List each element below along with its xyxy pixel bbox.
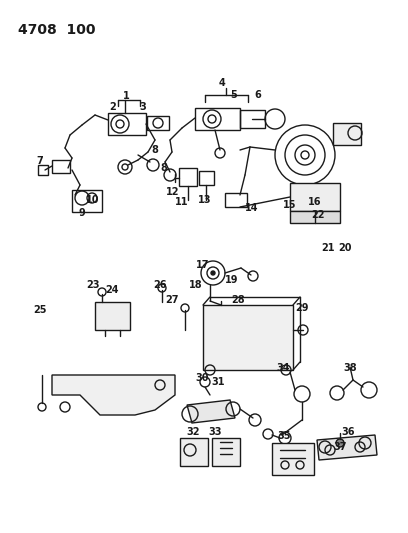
Text: 23: 23 [86, 280, 100, 290]
Text: 15: 15 [283, 200, 297, 210]
Text: 4: 4 [219, 78, 225, 88]
Text: 7: 7 [37, 156, 43, 166]
Text: 1: 1 [123, 91, 129, 101]
Text: 28: 28 [231, 295, 245, 305]
Text: 18: 18 [189, 280, 203, 290]
Text: 37: 37 [333, 442, 347, 452]
Bar [95, 302, 130, 330]
Bar [38, 165, 48, 175]
Polygon shape [290, 211, 340, 223]
Bar [195, 108, 240, 130]
Text: 9: 9 [79, 208, 85, 218]
Circle shape [211, 271, 215, 275]
Text: 26: 26 [153, 280, 167, 290]
Text: 21: 21 [321, 243, 335, 253]
Text: 5: 5 [231, 90, 237, 100]
Text: 8: 8 [161, 163, 167, 173]
Bar [199, 171, 214, 185]
Text: 4708  100: 4708 100 [18, 23, 95, 37]
Text: 24: 24 [105, 285, 119, 295]
Bar [72, 190, 102, 212]
Text: 11: 11 [175, 197, 189, 207]
Bar [212, 438, 240, 466]
Text: 16: 16 [308, 197, 322, 207]
Text: 29: 29 [295, 303, 309, 313]
Polygon shape [52, 375, 175, 415]
Text: 25: 25 [33, 305, 47, 315]
Text: 17: 17 [196, 260, 210, 270]
Text: 6: 6 [255, 90, 262, 100]
Polygon shape [317, 435, 377, 460]
Text: 14: 14 [245, 203, 259, 213]
Bar [225, 193, 247, 207]
Bar [180, 438, 208, 466]
Text: 36: 36 [341, 427, 355, 437]
Bar [290, 183, 340, 211]
Bar [333, 123, 361, 145]
Text: 35: 35 [277, 431, 291, 441]
Bar [108, 113, 146, 135]
Polygon shape [187, 400, 235, 423]
Bar [272, 443, 314, 475]
Bar [203, 305, 293, 370]
Text: 32: 32 [186, 427, 200, 437]
Bar [52, 160, 70, 173]
Text: 19: 19 [225, 275, 239, 285]
Bar [147, 116, 169, 130]
Text: 38: 38 [343, 363, 357, 373]
Text: 30: 30 [195, 373, 209, 383]
Text: 12: 12 [166, 187, 180, 197]
Text: 20: 20 [338, 243, 352, 253]
Circle shape [336, 439, 344, 447]
Bar [240, 110, 265, 128]
Text: 3: 3 [140, 102, 146, 112]
Text: 22: 22 [311, 210, 325, 220]
Text: 10: 10 [86, 195, 100, 205]
Text: 13: 13 [198, 195, 212, 205]
Text: 31: 31 [211, 377, 225, 387]
Bar [179, 168, 197, 186]
Text: 34: 34 [276, 363, 290, 373]
Text: 33: 33 [208, 427, 222, 437]
Text: 2: 2 [110, 102, 116, 112]
Text: 8: 8 [151, 145, 158, 155]
Text: 27: 27 [165, 295, 179, 305]
